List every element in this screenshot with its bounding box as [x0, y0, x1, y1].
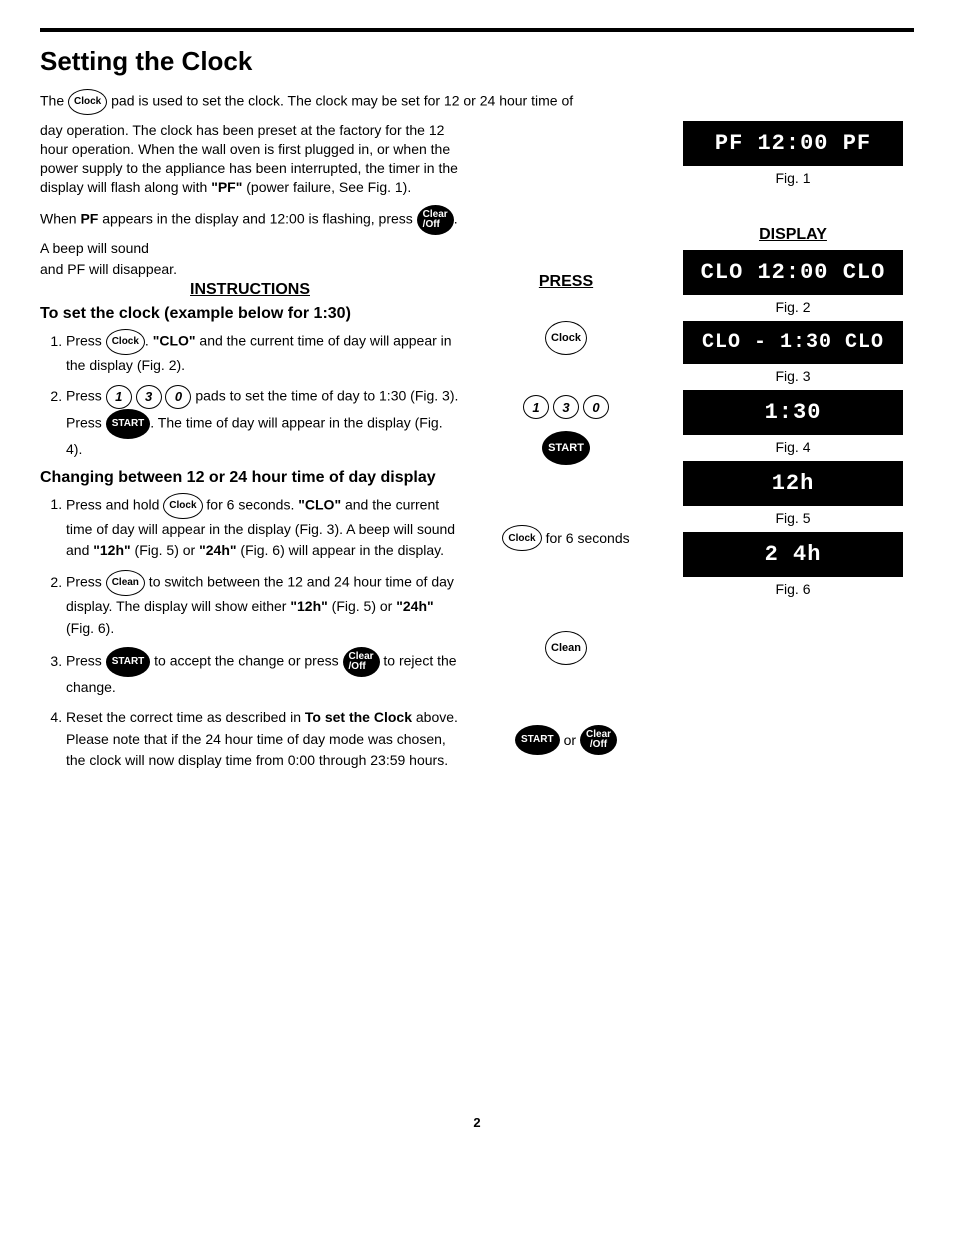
display-fig4: 1:30 [683, 390, 903, 435]
press-digits: 1 3 0 [476, 395, 656, 419]
display-column: PF 12:00 PF Fig. 1 DISPLAY CLO 12:00 CLO… [672, 121, 914, 795]
change-mode-steps: Press and hold Clock for 6 seconds. "CLO… [40, 493, 460, 773]
display-fig5: 12h [683, 461, 903, 506]
display-fig3: CLO - 1:30 CLO [683, 321, 903, 364]
subheading-set-clock: To set the clock (example below for 1:30… [40, 305, 460, 323]
step-3: Press START to accept the change or pres… [66, 647, 460, 699]
step-text: Press [66, 574, 106, 590]
start-button-icon: START [106, 409, 151, 439]
step-text: (Fig. 6) will appear in the display. [237, 542, 445, 558]
12h-bold: "12h" [290, 598, 327, 614]
clock-button-icon: Clock [106, 329, 145, 355]
display-fig1: PF 12:00 PF [683, 121, 903, 166]
clock-button-icon: Clock [163, 493, 202, 519]
fig2-caption: Fig. 2 [672, 299, 914, 315]
step-text: Press [66, 388, 106, 404]
digit-0-button-icon: 0 [583, 395, 609, 419]
page-number: 2 [40, 1115, 914, 1130]
display-fig2: CLO 12:00 CLO [683, 250, 903, 295]
press-column: PRESS Clock 1 3 0 START Clock for 6 seco… [476, 121, 656, 795]
digit-3-button-icon: 3 [136, 385, 162, 409]
intro-text: When [40, 210, 80, 226]
press-clock-hold: Clock for 6 seconds [476, 525, 656, 551]
clo-bold: "CLO" [153, 333, 196, 349]
clean-button-icon: Clean [545, 631, 587, 665]
clo-bold: "CLO" [298, 496, 341, 512]
24h-bold: "24h" [396, 598, 433, 614]
step-text: Press [66, 333, 106, 349]
step-1: Press Clock. "CLO" and the current time … [66, 329, 460, 377]
press-header: PRESS [476, 273, 656, 291]
24h-bold: "24h" [199, 542, 236, 558]
step-4: Reset the correct time as described in T… [66, 707, 460, 772]
step-text: (Fig. 5) or [131, 542, 199, 558]
step-text: Reset the correct time as described in [66, 709, 305, 725]
step-text: (Fig. 6). [66, 620, 114, 636]
instructions-header: INSTRUCTIONS [40, 281, 460, 299]
intro-text: pad is used to set the clock. The clock … [111, 93, 573, 109]
fig3-caption: Fig. 3 [672, 368, 914, 384]
digit-1-button-icon: 1 [106, 385, 132, 409]
press-clean: Clean [476, 631, 656, 665]
step-2: Press Clean to switch between the 12 and… [66, 570, 460, 639]
start-button-icon: START [106, 647, 151, 677]
display-header: DISPLAY [672, 226, 914, 244]
step-1: Press and hold Clock for 6 seconds. "CLO… [66, 493, 460, 562]
12h-bold: "12h" [93, 542, 130, 558]
intro-text: (power failure, See Fig. 1). [242, 179, 411, 195]
fig4-caption: Fig. 4 [672, 439, 914, 455]
or-text: or [564, 732, 576, 748]
start-button-icon: START [515, 725, 560, 755]
step-2: Press 1 3 0 pads to set the time of day … [66, 385, 460, 461]
fig1-caption: Fig. 1 [672, 170, 914, 186]
intro-block: The Clock pad is used to set the clock. … [40, 89, 914, 115]
press-start-or-clear: START or Clear /Off [476, 725, 656, 755]
digit-1-button-icon: 1 [523, 395, 549, 419]
instructions-column: day operation. The clock has been preset… [40, 121, 460, 795]
step-text: for 6 seconds. [203, 496, 299, 512]
pf-bold: PF [80, 210, 98, 226]
top-rule [40, 28, 914, 32]
step-text: Press [66, 653, 106, 669]
clear-off-button-icon: Clear /Off [417, 205, 454, 235]
step-text: to accept the change or press [150, 653, 342, 669]
press-start: START [476, 431, 656, 465]
clean-button-icon: Clean [106, 570, 145, 596]
clear-off-button-icon: Clear /Off [343, 647, 380, 677]
step-text: (Fig. 5) or [328, 598, 396, 614]
display-fig6: 2 4h [683, 532, 903, 577]
clock-button-icon: Clock [68, 89, 107, 115]
clock-button-icon: Clock [545, 321, 587, 355]
clock-button-icon: Clock [502, 525, 541, 551]
digit-0-button-icon: 0 [165, 385, 191, 409]
intro-text: appears in the display and 12:00 is flas… [98, 210, 416, 226]
ref-bold: To set the Clock [305, 709, 412, 725]
pf-bold: "PF" [211, 179, 242, 195]
step-text: . [145, 333, 153, 349]
page-title: Setting the Clock [40, 46, 914, 77]
start-button-icon: START [542, 431, 590, 465]
intro-text: The [40, 93, 68, 109]
subheading-change-1224: Changing between 12 or 24 hour time of d… [40, 469, 460, 487]
step-text: Press and hold [66, 496, 163, 512]
intro-text: and PF will disappear. [40, 261, 460, 277]
digit-3-button-icon: 3 [553, 395, 579, 419]
clear-off-button-icon: Clear /Off [580, 725, 617, 755]
fig6-caption: Fig. 6 [672, 581, 914, 597]
fig5-caption: Fig. 5 [672, 510, 914, 526]
set-clock-steps: Press Clock. "CLO" and the current time … [40, 329, 460, 460]
for-6-seconds-text: for 6 seconds [546, 530, 630, 546]
press-clock: Clock [476, 321, 656, 355]
